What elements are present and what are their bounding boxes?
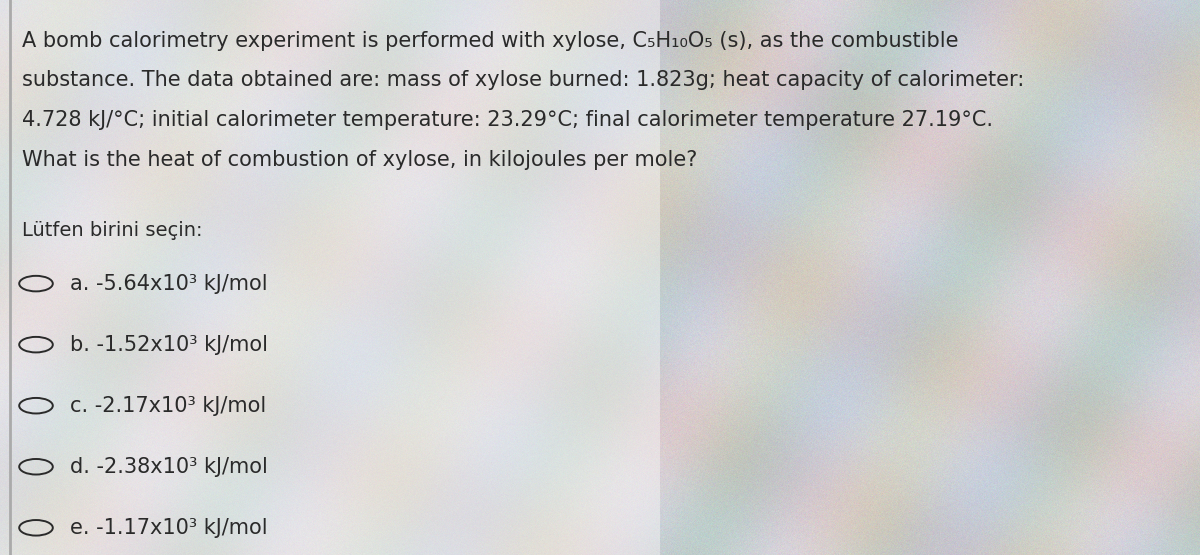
Text: 4.728 kJ/°C; initial calorimeter temperature: 23.29°C; final calorimeter tempera: 4.728 kJ/°C; initial calorimeter tempera… (22, 110, 992, 130)
Text: A bomb calorimetry experiment is performed with xylose, C₅H₁₀O₅ (s), as the comb: A bomb calorimetry experiment is perform… (22, 31, 958, 51)
Text: d. -2.38x10³ kJ/mol: d. -2.38x10³ kJ/mol (70, 457, 268, 477)
Text: What is the heat of combustion of xylose, in kilojoules per mole?: What is the heat of combustion of xylose… (22, 150, 697, 170)
Text: e. -1.17x10³ kJ/mol: e. -1.17x10³ kJ/mol (70, 518, 268, 538)
Text: a. -5.64x10³ kJ/mol: a. -5.64x10³ kJ/mol (70, 274, 268, 294)
Text: Lütfen birini seçin:: Lütfen birini seçin: (22, 221, 202, 240)
Text: b. -1.52x10³ kJ/mol: b. -1.52x10³ kJ/mol (70, 335, 268, 355)
Text: substance. The data obtained are: mass of xylose burned: 1.823g; heat capacity o: substance. The data obtained are: mass o… (22, 70, 1024, 90)
Text: c. -2.17x10³ kJ/mol: c. -2.17x10³ kJ/mol (70, 396, 266, 416)
